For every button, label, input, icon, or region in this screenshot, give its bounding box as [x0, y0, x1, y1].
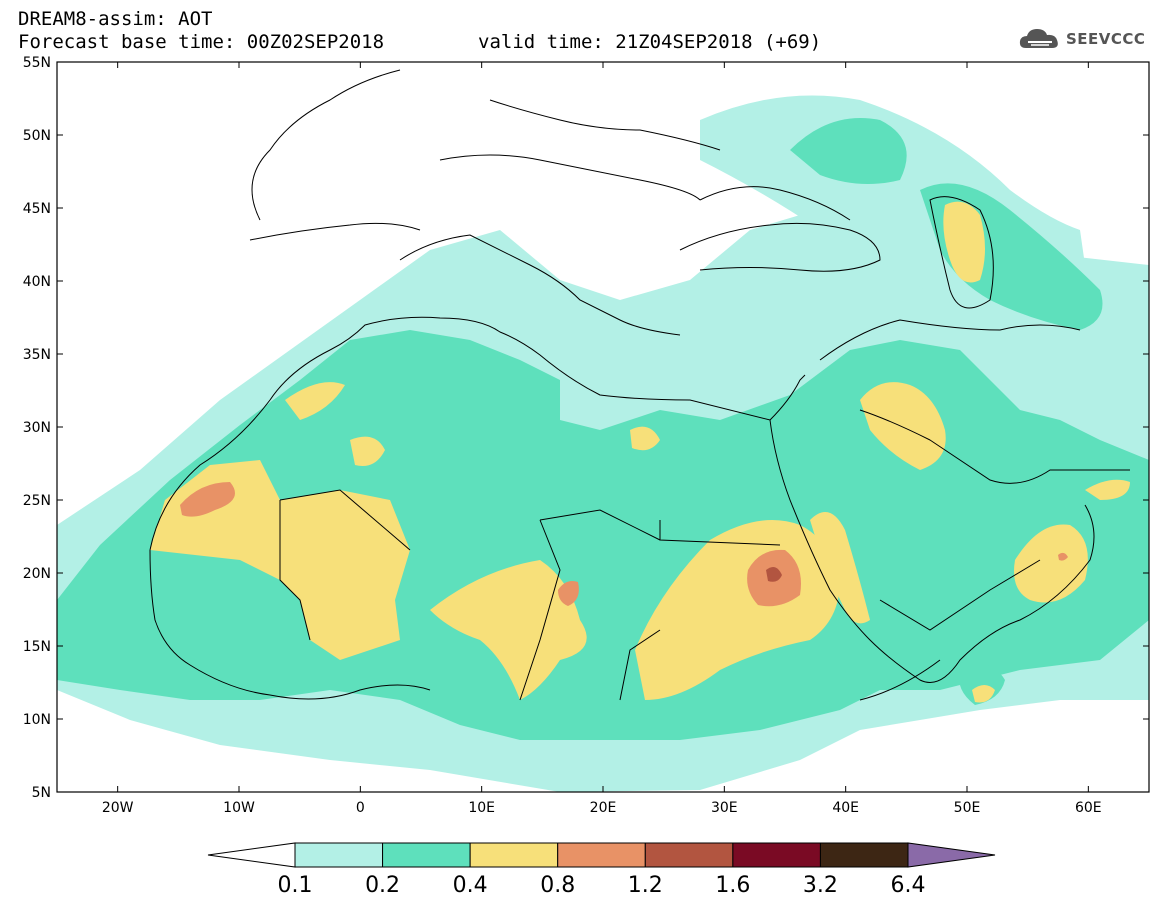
map-title: DREAM8-assim: AOT — [18, 8, 213, 30]
lat-tick-label: 25N — [23, 493, 51, 509]
colorbar-label: 0.4 — [453, 873, 488, 898]
colorbar-swatch — [819, 842, 909, 868]
lon-tick-label: 60E — [1075, 800, 1102, 816]
colorbar-label: 6.4 — [891, 873, 926, 898]
lat-tick-label: 35N — [23, 347, 51, 363]
colorbar: 0.1 0.2 0.4 0.8 1.2 1.6 3.2 6.4 — [207, 842, 996, 898]
valid-time: valid time: 21Z04SEP2018 (+69) — [478, 31, 822, 53]
lon-tick-label: 0 — [356, 800, 365, 816]
aot-field — [57, 95, 1149, 792]
colorbar-label: 0.2 — [365, 873, 400, 898]
lat-tick-label: 15N — [23, 639, 51, 655]
lon-tick-label: 10W — [223, 800, 255, 816]
lat-tick-label: 30N — [23, 420, 51, 436]
longitude-axis: 20W 10W 0 10E 20E 30E 40E 50E 60E — [102, 62, 1102, 816]
lon-tick-label: 30E — [711, 800, 738, 816]
colorbar-label: 3.2 — [803, 873, 838, 898]
lat-tick-label: 55N — [23, 55, 51, 71]
lon-tick-label: 50E — [954, 800, 981, 816]
colorbar-label: 0.8 — [540, 873, 575, 898]
colorbar-swatch — [557, 842, 646, 868]
colorbar-label: 0.1 — [278, 873, 313, 898]
colorbar-swatch — [469, 842, 559, 868]
colorbar-low-tip — [207, 842, 296, 868]
lat-tick-label: 50N — [23, 128, 51, 144]
lon-tick-label: 20W — [102, 800, 134, 816]
forecast-base-time: Forecast base time: 00Z02SEP2018 — [18, 31, 385, 53]
colorbar-swatch — [644, 842, 734, 868]
colorbar-label: 1.6 — [715, 873, 750, 898]
lon-tick-label: 40E — [832, 800, 859, 816]
colorbar-swatch — [294, 842, 384, 868]
logo-text: SEEVCCC — [1066, 30, 1146, 48]
lat-tick-label: 40N — [23, 274, 51, 290]
colorbar-swatch — [732, 842, 821, 868]
lat-tick-label: 5N — [32, 785, 51, 801]
lat-tick-label: 45N — [23, 201, 51, 217]
lon-tick-label: 10E — [468, 800, 495, 816]
coastlines — [149, 69, 1130, 701]
lon-tick-label: 20E — [590, 800, 617, 816]
cloud-icon — [1019, 29, 1058, 48]
colorbar-label: 1.2 — [628, 873, 663, 898]
lat-tick-label: 10N — [23, 712, 51, 728]
latitude-axis: 55N 50N 45N 40N 35N 30N 25N 20N 15N 10N 5N — [23, 55, 1149, 801]
colorbar-high-tip — [907, 842, 996, 868]
seevccc-logo: SEEVCCC — [1018, 26, 1145, 52]
colorbar-swatch — [382, 842, 471, 868]
aot-band-1.2 — [766, 566, 782, 582]
lat-tick-label: 20N — [23, 566, 51, 582]
